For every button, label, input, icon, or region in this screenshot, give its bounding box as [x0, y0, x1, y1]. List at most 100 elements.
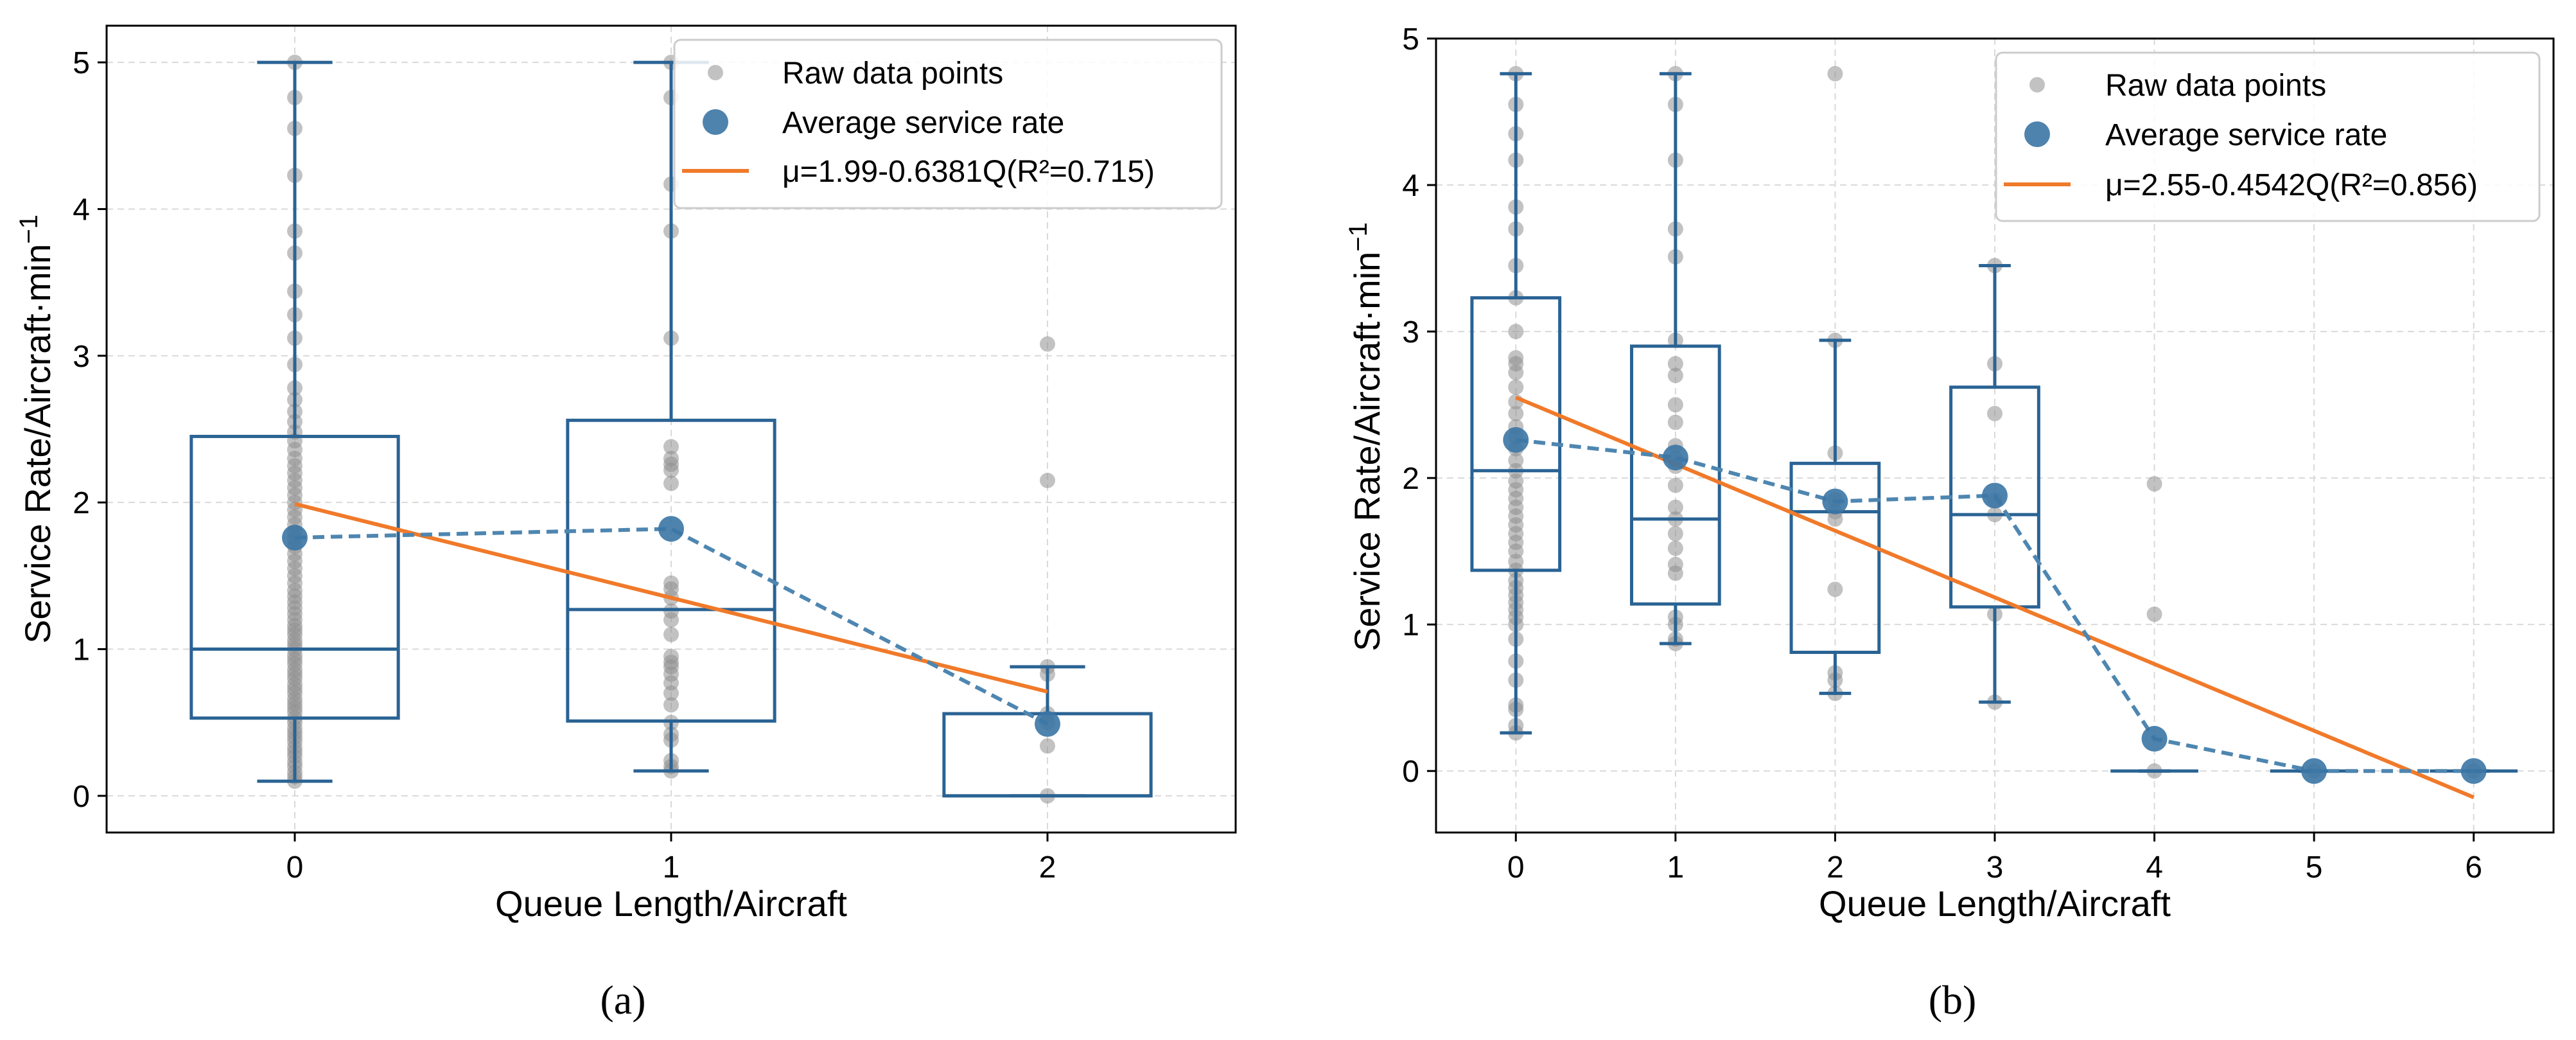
x-tick-label: 2 [1827, 851, 1844, 885]
y-tick-label: 1 [73, 633, 90, 667]
raw-data-point [1827, 66, 1843, 82]
ticks-a: 0 1 2 3 4 5 0 1 2 [73, 46, 1056, 885]
fit-a [294, 502, 1048, 694]
average-point [2141, 726, 2168, 752]
x-tick-label: 5 [2306, 851, 2323, 885]
averages-a [282, 516, 1060, 737]
raw-data-point [1987, 405, 2002, 421]
y-tick-label: 3 [1402, 315, 1419, 349]
box-plot [1630, 72, 1721, 646]
legend-raw-label: Raw data points [2105, 69, 2326, 103]
y-axis-label-a: Service Rate/Aircraft·min−1 [15, 215, 58, 644]
raw-data-point [1667, 367, 1683, 383]
raw-data-point [1827, 581, 1843, 597]
x-axis-label-a: Queue Length/Aircraft [495, 883, 847, 924]
average-point [1503, 427, 1529, 453]
x-tick-label: 1 [1667, 851, 1685, 885]
raw-data-point [1040, 738, 1055, 754]
raw-data-point [1667, 540, 1683, 556]
average-point [1822, 488, 1848, 515]
legend-raw-marker [708, 65, 723, 80]
x-tick-label: 3 [1986, 851, 2004, 885]
legend-fit-label: μ=1.99-0.6381Q(R²=0.715) [782, 155, 1155, 189]
average-point [282, 524, 308, 551]
y-tick-label: 2 [1402, 462, 1419, 496]
x-tick-label: 0 [286, 851, 304, 885]
raw-data-point [663, 439, 679, 455]
raw-data-point [663, 475, 679, 491]
raw-data-point [1508, 324, 1524, 340]
x-tick-label: 1 [663, 851, 680, 885]
legend-box-a [673, 39, 1223, 209]
boxplots-a [189, 60, 1153, 798]
y-tick-label: 0 [1402, 755, 1419, 789]
y-tick-label: 1 [1402, 608, 1419, 642]
raw-data-point [663, 697, 679, 713]
x-tick-label: 4 [2146, 851, 2163, 885]
raw-data-point [663, 648, 679, 664]
y-tick-label: 4 [1402, 169, 1419, 203]
average-point [2301, 758, 2327, 784]
y-tick-label: 4 [73, 193, 90, 227]
raw-data-point [2146, 476, 2162, 492]
box-plot [189, 60, 400, 783]
x-tick-label: 2 [1039, 851, 1056, 885]
y-tick-label: 2 [73, 486, 90, 520]
y-tick-label: 5 [73, 46, 90, 80]
raw-data-point [2146, 606, 2162, 622]
y-tick-label: 3 [73, 340, 90, 374]
averages-b [1503, 427, 2487, 784]
legend-avg-label: Average service rate [2105, 118, 2387, 152]
box-plot [1470, 72, 1562, 735]
x-tick-label: 6 [2465, 851, 2482, 885]
legend-avg-marker [703, 109, 728, 135]
raw-data-point [1508, 452, 1524, 468]
box-iqr [1470, 296, 1562, 572]
y-tick-label: 5 [1402, 22, 1419, 57]
legend-raw-marker [2029, 77, 2045, 93]
raw-data-point [1508, 405, 1524, 421]
legend-raw-label: Raw data points [782, 57, 1003, 91]
box-plot [942, 665, 1153, 798]
average-point [658, 516, 684, 542]
raw-data-point [1508, 394, 1524, 410]
y-tick-label: 0 [73, 780, 90, 814]
panel-b: 0 1 2 3 4 5 0 1 2 3 4 5 6 Queue Length/Aircraft Serv… [1344, 22, 2555, 1023]
caption-b: (b) [1929, 977, 1977, 1023]
y-axis-label-b: Service Rate/Aircraft·min−1 [1344, 222, 1387, 651]
ticks-b: 0 1 2 3 4 5 0 1 2 3 4 5 6 [1402, 22, 2482, 885]
raw-data-point [1508, 350, 1524, 366]
caption-a: (a) [600, 977, 645, 1023]
raw-data-point [663, 450, 679, 466]
raw-data-point [1667, 397, 1683, 413]
x-axis-label-b: Queue Length/Aircraft [1819, 883, 2171, 924]
box-iqr [1789, 461, 1881, 655]
raw-data-point [1667, 556, 1683, 572]
legend-avg-marker [2024, 121, 2050, 147]
panel-a: 0 1 2 3 4 5 0 1 2 Queue Length/Aircraft Service … [15, 24, 1237, 1023]
average-point [1662, 445, 1688, 471]
legend-fit-label: μ=2.55-0.4542Q(R²=0.856) [2105, 168, 2478, 202]
raw-data-point [663, 575, 679, 591]
legend-avg-label: Average service rate [782, 106, 1064, 140]
average-point [1982, 482, 2008, 509]
average-point [1035, 711, 1060, 737]
raw-data-point [1040, 472, 1055, 488]
legend-b: Raw data points Average service rate μ=2… [1995, 51, 2541, 222]
raw-data-point [1667, 525, 1683, 542]
legend-box-b [1995, 51, 2541, 222]
raw-data-point [1667, 414, 1683, 430]
raw-data-point [1667, 477, 1683, 493]
average-point [2460, 758, 2487, 784]
box-iqr [189, 434, 400, 720]
raw-data-point [1667, 356, 1683, 372]
fit-line [294, 502, 1048, 694]
legend-a: Raw data points Average service rate μ=1… [673, 39, 1223, 209]
x-tick-label: 0 [1507, 851, 1525, 885]
raw-data-point [1040, 336, 1055, 352]
raw-data-point [663, 626, 679, 642]
box-iqr [1630, 344, 1721, 606]
raw-data-point [1508, 379, 1524, 395]
raw-data-point [1667, 499, 1683, 515]
